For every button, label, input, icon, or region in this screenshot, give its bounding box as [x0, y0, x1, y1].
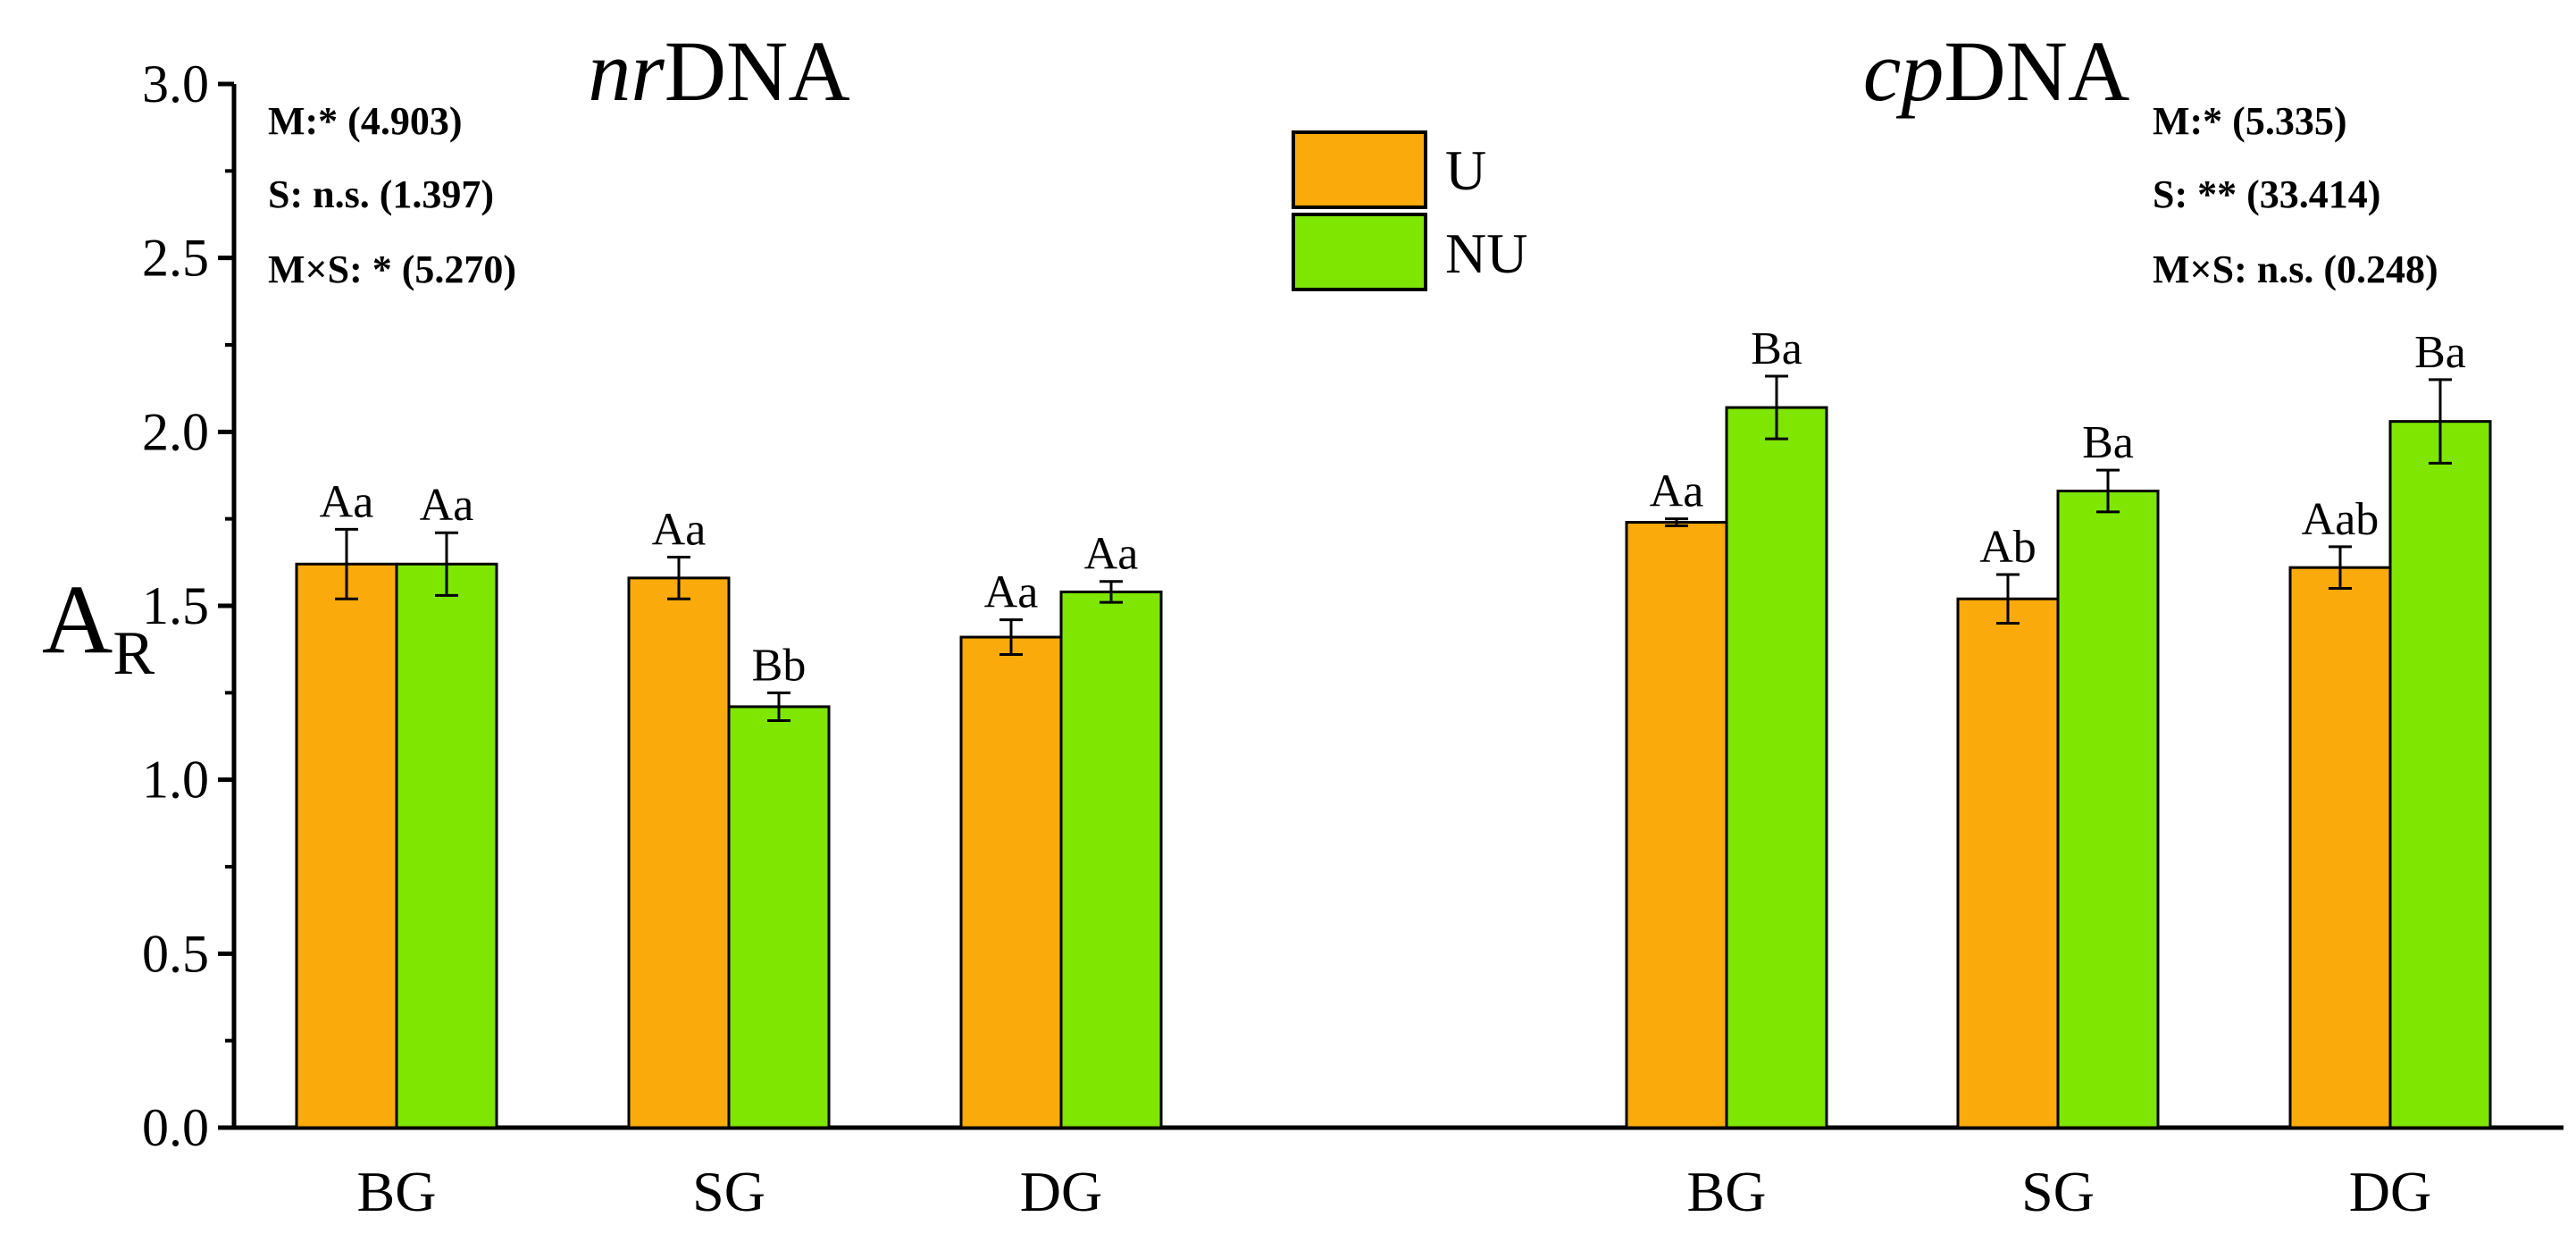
stat-line: M:* (5.335): [2153, 99, 2347, 143]
bar-nu: [2056, 490, 2160, 1129]
stat-line: M×S: n.s. (0.248): [2153, 248, 2438, 291]
x-tick-label: DG: [2349, 1160, 2431, 1223]
labels: BG Aa Aa SG Aa Bb DG Aa Aa BG Aa Ba SG Ab Ba DG Aab Ba: [320, 323, 2466, 1223]
bar-u: [295, 562, 398, 1129]
bar-u: [627, 576, 731, 1129]
x-tick-label: BG: [357, 1160, 437, 1223]
significance-label: Aa: [320, 476, 374, 527]
bar-nu: [1725, 406, 1828, 1129]
significance-label: Ba: [2414, 327, 2466, 378]
y-tick-label: 1.0: [142, 751, 209, 810]
stat-line: M×S: * (5.270): [268, 248, 516, 291]
bar-nu: [1059, 590, 1163, 1129]
stat-line: M:* (4.903): [268, 99, 463, 143]
x-tick-label: SG: [2021, 1160, 2095, 1223]
legend-label-u: U: [1445, 138, 1486, 202]
bar-nu: [2388, 420, 2492, 1129]
significance-label: Ba: [1751, 323, 1802, 374]
y-tick-label: 0.0: [142, 1098, 209, 1157]
bar-u: [1625, 521, 1728, 1129]
panel-title-cpdna: cpDNA: [1863, 23, 2130, 119]
significance-label: Ab: [1979, 522, 2037, 573]
axes: 0.0 0.5 1.0 1.5 2.0 2.5 3.0: [142, 55, 2563, 1157]
significance-label: Aa: [1084, 529, 1139, 580]
bar-u: [2288, 566, 2392, 1129]
significance-label: Ba: [2082, 417, 2134, 468]
y-tick-label: 1.5: [142, 576, 209, 635]
legend: U NU: [1292, 130, 1527, 291]
stats-nrdna: M:* (4.903) S: n.s. (1.397) M×S: * (5.27…: [268, 99, 516, 291]
significance-label: Aa: [652, 504, 707, 555]
y-axis-label: AR: [42, 565, 155, 688]
bar-u: [959, 635, 1063, 1129]
stats-cpdna: M:* (5.335) S: ** (33.414) M×S: n.s. (0.…: [2153, 99, 2438, 291]
y-tick-label: 3.0: [142, 55, 209, 113]
error-bars: [335, 374, 2452, 722]
bar-u: [1956, 597, 2060, 1129]
x-tick-label: SG: [692, 1160, 765, 1223]
significance-label: Aab: [2302, 494, 2379, 545]
bar-nu: [395, 562, 498, 1129]
significance-label: Bb: [752, 640, 807, 691]
bars: [295, 406, 2492, 1129]
bar-nu: [727, 705, 831, 1129]
legend-swatch-u: [1292, 130, 1427, 209]
y-tick-label: 2.5: [142, 229, 209, 288]
significance-label: Aa: [420, 480, 474, 531]
stat-line: S: ** (33.414): [2153, 172, 2380, 216]
x-tick-label: DG: [1020, 1160, 1102, 1223]
legend-label-nu: NU: [1445, 222, 1527, 285]
significance-label: Aa: [1650, 466, 1704, 517]
y-tick-label: 0.5: [142, 924, 209, 983]
legend-swatch-nu: [1292, 213, 1427, 291]
panel-title-nrdna: nrDNA: [588, 23, 849, 119]
significance-label: Aa: [984, 567, 1039, 618]
stat-line: S: n.s. (1.397): [268, 172, 494, 216]
x-tick-label: BG: [1687, 1160, 1767, 1223]
y-tick-label: 2.0: [142, 402, 209, 461]
